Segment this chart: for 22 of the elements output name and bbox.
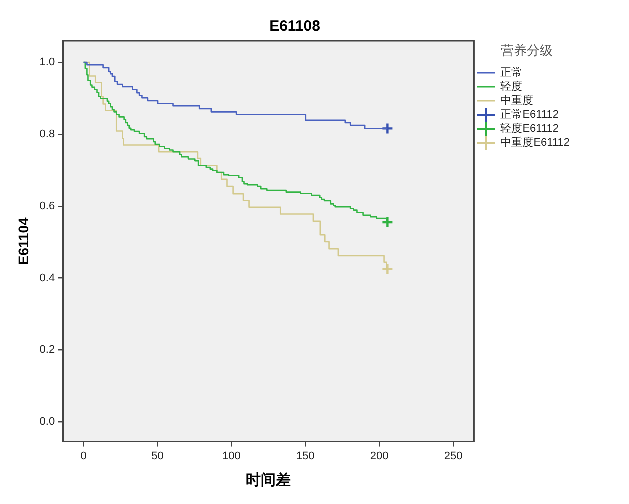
y-tick-label: 0.2 <box>40 344 56 356</box>
legend-label: 轻度 <box>500 80 523 94</box>
y-tick-label: 0.4 <box>40 272 56 284</box>
legend-label: 轻度E61112 <box>500 122 560 136</box>
y-tick-label: 0.0 <box>40 416 56 428</box>
y-tick-label: 0.6 <box>40 200 56 212</box>
x-tick-label: 250 <box>444 450 463 462</box>
legend-label: 中重度E61112 <box>500 136 570 150</box>
legend-label: 正常 <box>500 66 523 80</box>
legend-title: 营养分级 <box>501 43 554 58</box>
y-axis-title: E61104 <box>15 217 32 266</box>
x-tick-label: 50 <box>152 450 164 462</box>
x-tick-label: 150 <box>296 450 315 462</box>
x-tick-label: 0 <box>80 450 87 462</box>
y-tick-label: 0.8 <box>40 128 56 140</box>
chart-title: E61108 <box>270 18 320 36</box>
y-tick-label: 1.0 <box>40 56 56 69</box>
legend-label: 正常E61112 <box>500 108 560 122</box>
x-axis-title: 时间差 <box>246 472 292 489</box>
x-tick-label: 100 <box>222 450 241 462</box>
legend-label: 中重度 <box>500 94 534 108</box>
x-tick-label: 200 <box>370 450 389 462</box>
